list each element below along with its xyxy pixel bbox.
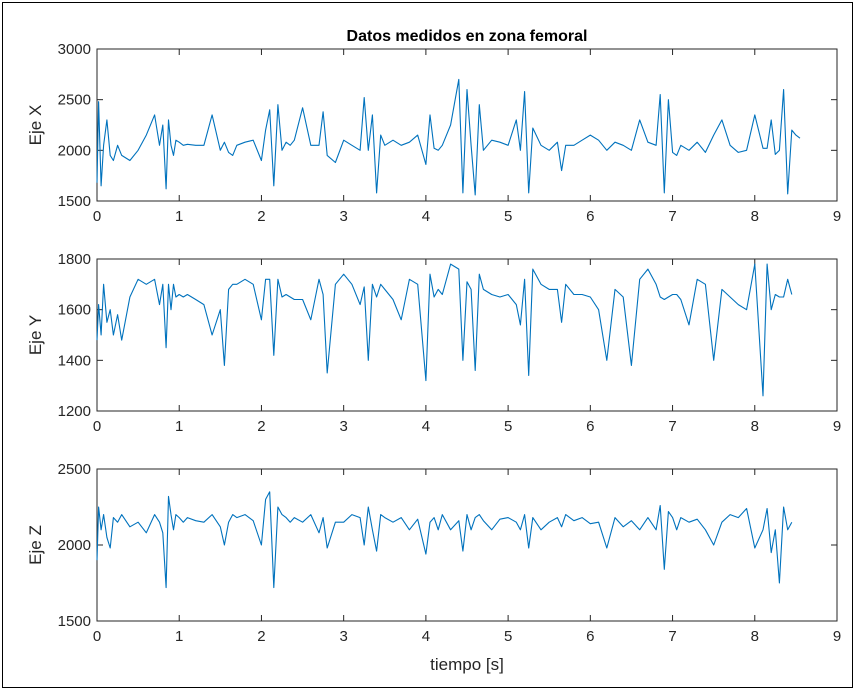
subplot-1: 0 1 2 3 4 5 6 7 8 9 1500 2000 2500 3000 Eje X [26, 41, 841, 225]
x-tick-label: 7 [668, 418, 676, 435]
subplot-2: 0 1 2 3 4 5 6 7 8 9 1200 1400 1600 1800 Eje Y [26, 251, 841, 435]
x-tick-label: 5 [504, 418, 512, 435]
y-tick-label: 3000 [58, 41, 91, 58]
x-tick-label: 2 [257, 208, 265, 225]
x-tick-label: 6 [586, 208, 594, 225]
y-axis-label: Eje X [26, 105, 45, 146]
x-tick-label: 1 [175, 628, 183, 645]
chart-svg: Datos medidos en zona femoral 0 1 2 3 4 5 6 7 8 9… [26, 28, 841, 674]
x-tick-label: 3 [339, 418, 347, 435]
x-tick-label: 1 [175, 418, 183, 435]
y-tick-label: 2500 [58, 461, 91, 478]
chart-title: Datos medidos en zona femoral [347, 28, 588, 45]
x-tick-label: 5 [504, 628, 512, 645]
x-tick-label: 9 [833, 418, 841, 435]
series-line [96, 263, 793, 397]
y-axis-label: Eje Y [26, 315, 45, 355]
series-line [96, 491, 793, 589]
y-tick-label: 1400 [58, 352, 91, 369]
x-tick-label: 0 [93, 628, 101, 645]
y-tick-label: 2500 [58, 92, 91, 109]
series-line [96, 78, 801, 196]
x-tick-label: 9 [833, 208, 841, 225]
y-tick-label: 2000 [58, 537, 91, 554]
y-tick-label: 1800 [58, 251, 91, 268]
x-tick-label: 5 [504, 208, 512, 225]
y-tick-label: 1500 [58, 193, 91, 210]
x-tick-label: 2 [257, 628, 265, 645]
x-tick-label: 3 [339, 628, 347, 645]
y-tick-label: 1600 [58, 302, 91, 319]
y-tick-label: 2000 [58, 142, 91, 159]
x-tick-label: 0 [93, 418, 101, 435]
x-tick-label: 7 [668, 628, 676, 645]
y-tick-label: 1500 [58, 613, 91, 630]
y-tick-label: 1200 [58, 403, 91, 420]
subplot-3: 0 1 2 3 4 5 6 7 8 9 1500 2000 2500 Eje Z [26, 461, 841, 645]
x-tick-label: 8 [751, 628, 759, 645]
x-tick-label: 9 [833, 628, 841, 645]
x-tick-label: 8 [751, 418, 759, 435]
x-tick-label: 8 [751, 208, 759, 225]
x-tick-label: 1 [175, 208, 183, 225]
x-tick-label: 4 [422, 418, 430, 435]
x-tick-label: 6 [586, 628, 594, 645]
x-tick-label: 4 [422, 208, 430, 225]
x-tick-label: 7 [668, 208, 676, 225]
x-axis-label: tiempo [s] [430, 655, 504, 674]
x-tick-label: 3 [339, 208, 347, 225]
x-tick-label: 2 [257, 418, 265, 435]
x-tick-label: 6 [586, 418, 594, 435]
plot-area-box [96, 48, 838, 202]
y-axis-label: Eje Z [26, 525, 45, 565]
x-tick-label: 0 [93, 208, 101, 225]
plot-area-box [96, 468, 838, 622]
x-tick-label: 4 [422, 628, 430, 645]
subplots-group: 0 1 2 3 4 5 6 7 8 9 1500 2000 2500 3000 Eje X 0 1 2 3 4 5 6 7 8… [26, 41, 841, 645]
